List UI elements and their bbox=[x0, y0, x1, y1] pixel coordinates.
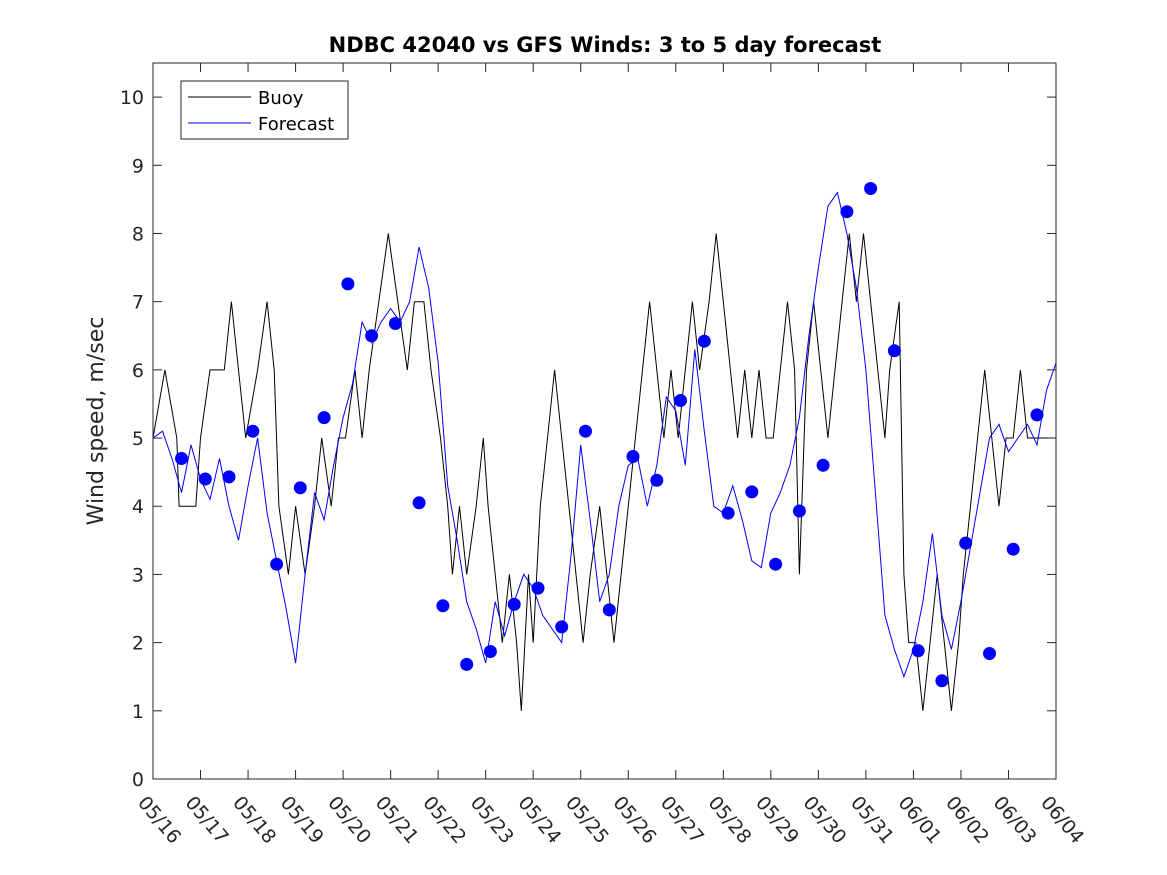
forecast-marker bbox=[483, 645, 497, 658]
forecast-marker bbox=[816, 458, 830, 472]
forecast-marker bbox=[412, 496, 426, 510]
plot-frame bbox=[152, 62, 1057, 780]
forecast-marker bbox=[388, 317, 402, 330]
y-tick-label: 6 bbox=[132, 360, 144, 382]
y-tick-label: 3 bbox=[132, 564, 144, 586]
y-tick-label: 0 bbox=[132, 769, 144, 791]
forecast-marker bbox=[983, 647, 996, 660]
y-axis-title: Wind speed, m/sec bbox=[84, 317, 109, 526]
forecast-marker bbox=[222, 470, 236, 484]
forecast-marker bbox=[674, 394, 687, 407]
forecast-marker bbox=[1006, 542, 1020, 556]
forecast-marker bbox=[341, 277, 355, 291]
y-tick-label: 1 bbox=[132, 701, 144, 723]
legend-box bbox=[180, 80, 349, 140]
forecast-marker bbox=[697, 334, 711, 348]
forecast-marker bbox=[365, 329, 379, 343]
series-line-forecast bbox=[153, 191, 1056, 679]
plot-area bbox=[153, 182, 1056, 711]
forecast-marker bbox=[959, 536, 973, 550]
y-tick-label: 4 bbox=[132, 496, 144, 518]
forecast-marker bbox=[175, 452, 188, 465]
y-tick-label: 9 bbox=[132, 155, 144, 177]
forecast-marker bbox=[579, 424, 592, 438]
forecast-marker bbox=[721, 506, 735, 520]
forecast-marker bbox=[840, 205, 854, 219]
forecast-marker bbox=[436, 599, 450, 613]
forecast-marker bbox=[507, 597, 521, 611]
forecast-marker bbox=[792, 504, 806, 518]
forecast-marker bbox=[317, 411, 331, 425]
forecast-marker bbox=[460, 657, 474, 671]
forecast-marker bbox=[602, 603, 616, 617]
forecast-marker bbox=[769, 557, 783, 571]
forecast-marker bbox=[626, 450, 640, 463]
forecast-marker bbox=[935, 674, 949, 688]
forecast-marker bbox=[650, 473, 664, 487]
y-tick-label: 7 bbox=[132, 292, 144, 314]
y-tick-label: 10 bbox=[120, 87, 144, 109]
forecast-marker bbox=[911, 644, 925, 658]
legend: Buoy Forecast bbox=[180, 80, 349, 140]
legend-label-buoy: Buoy bbox=[258, 88, 304, 109]
forecast-marker bbox=[246, 424, 260, 438]
forecast-marker bbox=[864, 182, 878, 195]
y-tick-label: 8 bbox=[132, 223, 144, 245]
forecast-marker bbox=[198, 472, 212, 486]
forecast-marker bbox=[745, 485, 759, 499]
forecast-marker bbox=[531, 581, 545, 595]
forecast-marker bbox=[1030, 408, 1044, 422]
forecast-marker bbox=[555, 620, 569, 634]
forecast-marker bbox=[887, 344, 901, 358]
forecast-marker bbox=[270, 557, 284, 571]
legend-label-forecast: Forecast bbox=[258, 114, 334, 135]
forecast-marker bbox=[293, 481, 307, 495]
chart-title: NDBC 42040 vs GFS Winds: 3 to 5 day fore… bbox=[329, 33, 882, 57]
y-tick-label: 2 bbox=[132, 633, 144, 655]
y-tick-label: 5 bbox=[132, 428, 144, 450]
